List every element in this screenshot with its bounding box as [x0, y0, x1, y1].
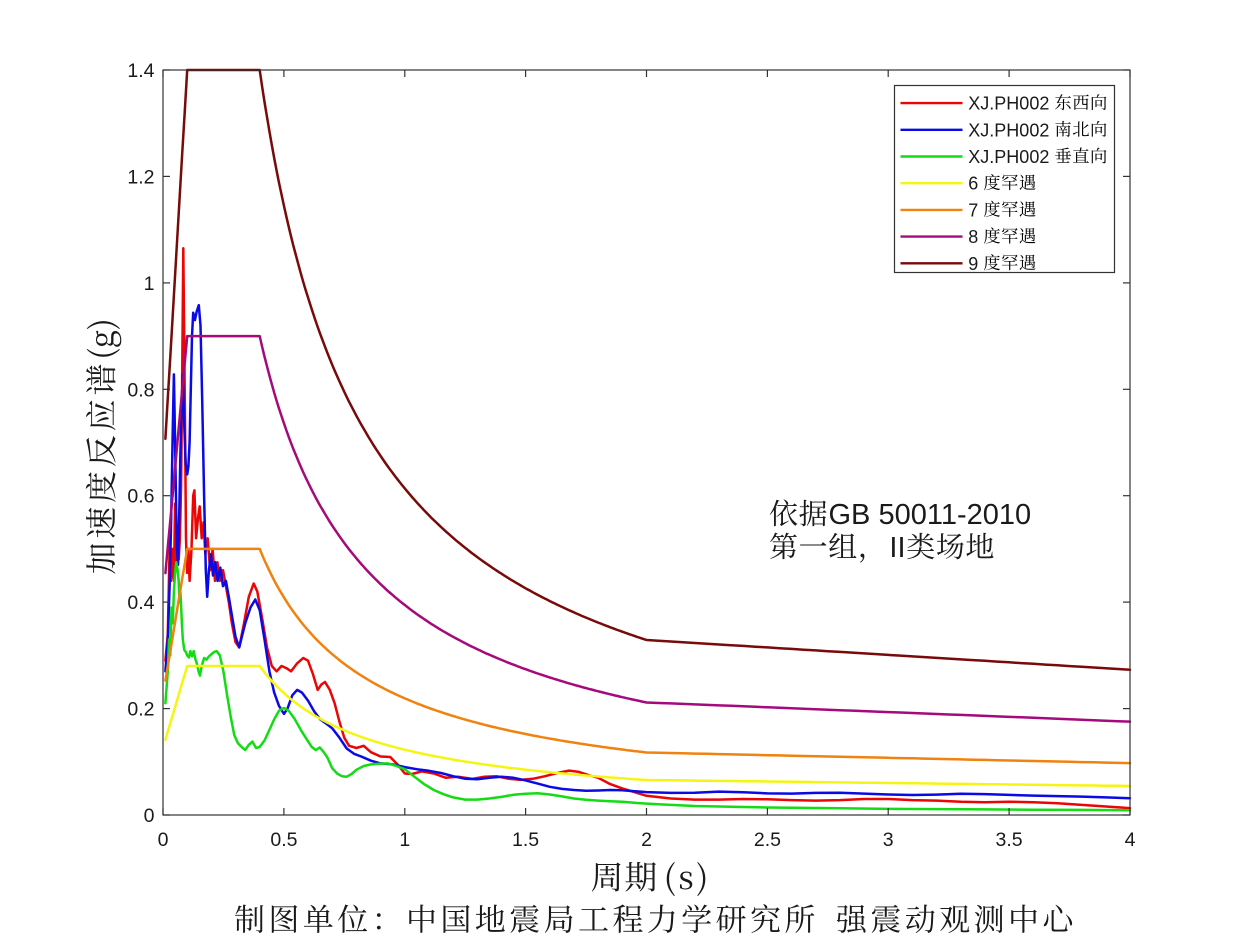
svg-text:7: 7: [968, 200, 978, 220]
svg-text:1.4: 1.4: [127, 60, 154, 82]
svg-text:1.5: 1.5: [512, 829, 539, 851]
svg-text:XJ.PH002: XJ.PH002: [968, 94, 1049, 114]
svg-text:0.2: 0.2: [127, 699, 154, 721]
svg-text:3: 3: [883, 829, 894, 851]
svg-text:2: 2: [641, 829, 652, 851]
svg-text:4: 4: [1125, 829, 1136, 851]
svg-text:0: 0: [158, 829, 169, 851]
svg-text:0.8: 0.8: [127, 379, 154, 401]
svg-text:0.5: 0.5: [270, 829, 297, 851]
svg-text:XJ.PH002: XJ.PH002: [968, 120, 1049, 140]
svg-text:2.5: 2.5: [754, 829, 781, 851]
svg-text:3.5: 3.5: [996, 829, 1023, 851]
svg-text:1: 1: [399, 829, 410, 851]
svg-text:0: 0: [144, 805, 155, 827]
svg-text:GB 50011-2010: GB 50011-2010: [829, 499, 1032, 531]
svg-text:1: 1: [144, 273, 155, 295]
svg-text:0.4: 0.4: [127, 592, 154, 614]
svg-text:II: II: [889, 532, 905, 564]
svg-text:8: 8: [968, 227, 978, 247]
svg-text:XJ.PH002: XJ.PH002: [968, 147, 1049, 167]
svg-text:0.6: 0.6: [127, 486, 154, 508]
svg-text:9: 9: [968, 254, 978, 274]
svg-text:6: 6: [968, 174, 978, 194]
svg-text:1.2: 1.2: [127, 166, 154, 188]
